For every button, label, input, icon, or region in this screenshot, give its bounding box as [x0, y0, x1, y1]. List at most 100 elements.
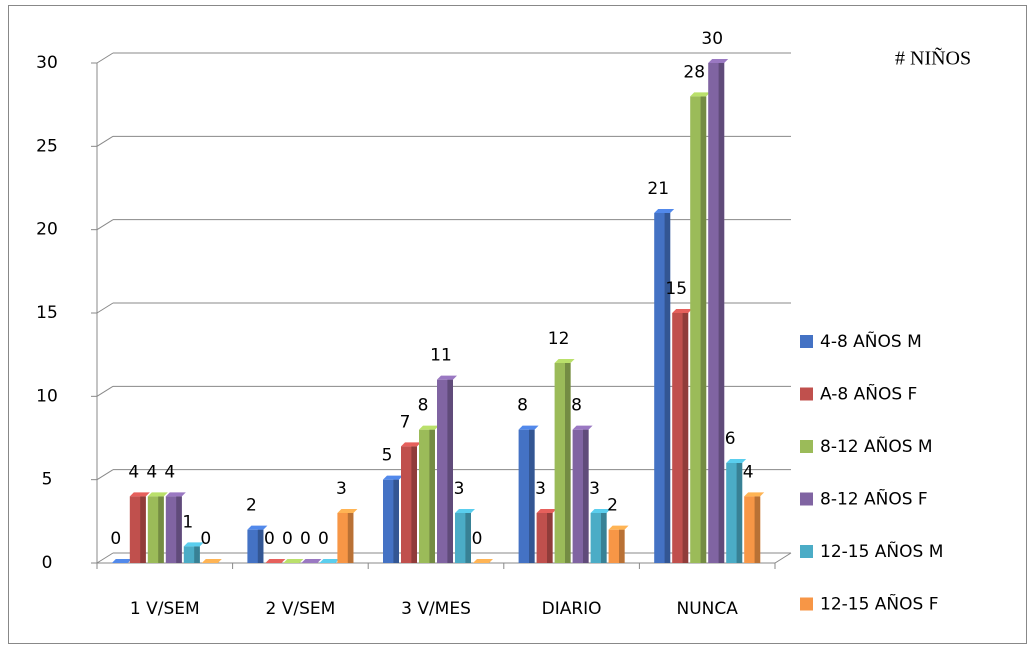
legend-swatch: [800, 335, 813, 348]
legend-swatch: [800, 597, 813, 611]
grid-diag: [96, 219, 114, 231]
bar-shade: [565, 363, 571, 563]
legend-swatch: [800, 492, 813, 506]
bar-top: [419, 425, 439, 430]
bar: [401, 442, 421, 563]
bar: [283, 559, 304, 563]
bar: [572, 425, 593, 563]
bar: [473, 559, 493, 563]
bar-top: [165, 492, 186, 497]
bar-shade: [140, 496, 146, 563]
bar-top: [690, 92, 711, 97]
value-label: 3: [535, 479, 546, 499]
value-label: 0: [300, 529, 311, 549]
bar: [654, 209, 675, 563]
bar: [419, 425, 439, 563]
bar: [111, 559, 132, 563]
bar: [183, 542, 204, 563]
bar-shade: [257, 529, 264, 563]
bar-top: [554, 359, 575, 363]
bar-shade: [754, 496, 761, 563]
bar-top: [437, 375, 457, 380]
bar-top: [129, 492, 150, 497]
bar-top: [518, 425, 539, 430]
bar-top: [111, 559, 132, 563]
bar-shade: [718, 63, 725, 563]
value-label: 5: [382, 446, 393, 466]
bar-shade: [194, 546, 200, 563]
value-label: 0: [264, 529, 275, 549]
bar-shade: [429, 429, 435, 563]
value-label: 4: [743, 462, 754, 482]
bar-top: [401, 442, 421, 447]
value-label: 0: [200, 529, 211, 549]
legend-label: A-8 AÑOS F: [820, 383, 917, 405]
bar-shade: [411, 446, 417, 563]
bar: [536, 509, 557, 563]
bar-shade: [619, 529, 625, 563]
bar: [608, 525, 629, 563]
legend-swatch: [800, 545, 813, 558]
value-label: 7: [400, 412, 411, 432]
bar-shade: [664, 213, 671, 563]
bar-shade: [583, 429, 589, 563]
value-label: 12: [548, 329, 570, 349]
legend-swatch: [800, 440, 813, 453]
value-label: 8: [571, 396, 582, 416]
bar: [147, 492, 168, 563]
x-tick-label: NUNCA: [677, 599, 739, 619]
bar-top: [247, 525, 268, 530]
bar: [455, 509, 475, 563]
bar-shade: [601, 513, 607, 563]
bar-top: [283, 559, 304, 563]
bar-shade: [547, 513, 553, 563]
bar: [383, 475, 403, 563]
bar-top: [337, 509, 358, 513]
bar-shade: [347, 513, 354, 563]
value-label: 1: [182, 512, 193, 532]
value-label: 3: [589, 479, 600, 499]
bar-shade: [393, 479, 399, 563]
bar-top: [301, 559, 322, 563]
value-label: 2: [607, 496, 618, 516]
bar: [337, 509, 358, 563]
x-tick-label: 1 V/SEM: [130, 599, 200, 619]
grid-diag: [96, 469, 114, 481]
bar: [726, 459, 747, 563]
value-label: 2: [246, 496, 257, 516]
grid-diag: [96, 302, 114, 314]
bar-top: [708, 59, 729, 63]
chart-title: # NIÑOS: [895, 46, 971, 70]
bar-shade: [736, 463, 743, 563]
y-tick-label: 5: [42, 470, 53, 490]
bar: [690, 92, 711, 563]
value-label: 21: [647, 179, 669, 199]
bar: [247, 525, 268, 563]
bar-top: [590, 509, 611, 513]
bar-top: [744, 492, 765, 497]
value-label: 4: [128, 462, 139, 482]
value-label: 3: [454, 479, 465, 499]
y-tick-label: 0: [42, 553, 53, 573]
bar: [437, 375, 457, 563]
value-label: 4: [146, 462, 157, 482]
value-label: 0: [282, 529, 293, 549]
bar-top: [201, 559, 222, 563]
value-label: 15: [665, 279, 687, 299]
value-label: 8: [418, 396, 429, 416]
bar: [165, 492, 186, 563]
legend-label: 8-12 AÑOS F: [820, 488, 928, 510]
bar-top: [183, 542, 204, 547]
y-tick-label: 30: [36, 53, 58, 73]
bar-shade: [176, 496, 182, 563]
value-label: 30: [701, 29, 723, 49]
bar-shade: [447, 379, 453, 563]
legend-label: 12-15 AÑOS F: [820, 593, 939, 615]
y-tick-label: 25: [36, 136, 58, 156]
bar: [265, 559, 286, 563]
bar: [201, 559, 222, 563]
grid-diag: [96, 385, 114, 397]
value-label: 0: [318, 529, 329, 549]
bar-top: [608, 525, 629, 530]
